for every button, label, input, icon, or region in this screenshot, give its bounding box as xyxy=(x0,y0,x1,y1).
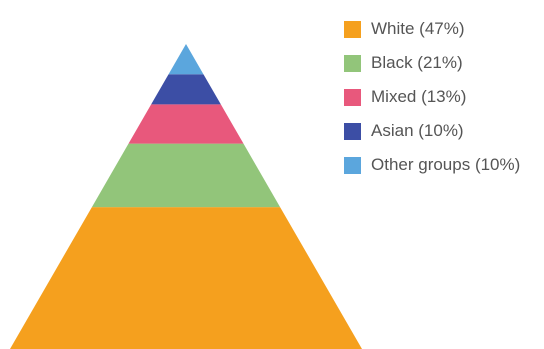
pyramid-segment-black[interactable] xyxy=(91,143,281,208)
legend: White (47%) Black (21%) Mixed (13%) Asia… xyxy=(344,12,520,182)
legend-swatch-black xyxy=(344,54,361,72)
legend-swatch-other-groups xyxy=(344,156,361,174)
legend-label-asian: Asian (10%) xyxy=(371,121,464,140)
legend-label-mixed: Mixed (13%) xyxy=(371,87,467,106)
legend-label-other-groups: Other groups (10%) xyxy=(371,155,521,174)
pyramid-segment-mixed[interactable] xyxy=(128,104,244,144)
legend-item-white[interactable]: White (47%) xyxy=(344,12,520,46)
legend-item-other-groups[interactable]: Other groups (10%) xyxy=(344,148,520,182)
legend-item-asian[interactable]: Asian (10%) xyxy=(344,114,520,148)
legend-label-white: White (47%) xyxy=(371,19,465,38)
pyramid-segment-white[interactable] xyxy=(10,207,362,349)
pyramid-segment-other-groups[interactable] xyxy=(168,44,204,75)
legend-item-mixed[interactable]: Mixed (13%) xyxy=(344,80,520,114)
legend-label-black: Black (21%) xyxy=(371,53,463,72)
pyramid-segment-asian[interactable] xyxy=(151,74,221,105)
legend-swatch-white xyxy=(344,20,361,38)
legend-swatch-mixed xyxy=(344,88,361,106)
legend-item-black[interactable]: Black (21%) xyxy=(344,46,520,80)
legend-swatch-asian xyxy=(344,122,361,140)
